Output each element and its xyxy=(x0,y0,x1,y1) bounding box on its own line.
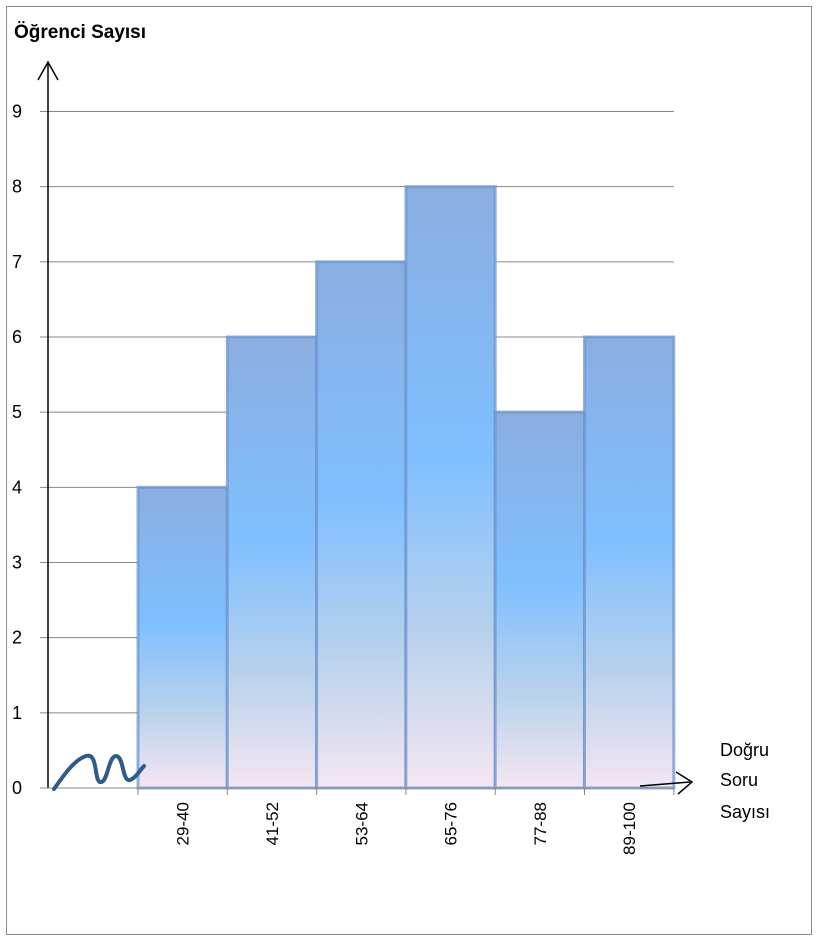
y-tick-label: 8 xyxy=(12,177,22,197)
y-axis-title: Öğrenci Sayısı xyxy=(14,22,146,43)
x-tick-labels: 29-40 41-52 53-64 65-76 77-88 89-100 xyxy=(137,788,675,855)
bar-29-40 xyxy=(136,485,229,790)
x-axis-title-line-2: Soru xyxy=(720,770,758,790)
x-tick-label: 89-100 xyxy=(620,802,639,855)
y-tick-label: 1 xyxy=(12,703,22,723)
bar-53-64 xyxy=(315,260,408,790)
y-tick-label: 0 xyxy=(12,778,22,798)
y-tick-label: 7 xyxy=(12,252,22,272)
x-axis-arrow-shaft xyxy=(639,781,691,787)
y-tick-label: 5 xyxy=(12,402,22,422)
y-tick-label: 2 xyxy=(12,628,22,648)
x-tick-label: 65-76 xyxy=(442,802,461,845)
bar-41-52 xyxy=(225,335,319,790)
x-tick-label: 53-64 xyxy=(352,802,371,845)
x-axis-arrowhead xyxy=(675,771,694,795)
y-tick-label: 9 xyxy=(12,102,22,122)
axis-break-mark xyxy=(52,753,146,791)
x-axis-title-line-1: Doğru xyxy=(720,740,769,760)
y-tick-label: 4 xyxy=(12,477,22,497)
bar-89-100 xyxy=(583,335,676,790)
axes xyxy=(37,60,694,795)
chart-frame xyxy=(6,6,812,935)
x-tick-label: 77-88 xyxy=(531,802,550,845)
y-axis-arrowhead xyxy=(37,60,59,81)
y-tick-label: 3 xyxy=(12,553,22,573)
bar-65-76 xyxy=(404,185,497,790)
x-tick-label: 29-40 xyxy=(174,802,193,845)
y-tick-labels: 0 1 2 3 4 5 6 7 8 9 xyxy=(12,102,22,799)
bar-77-88 xyxy=(493,410,587,790)
y-tick-label: 6 xyxy=(12,327,22,347)
x-tick-label: 41-52 xyxy=(263,802,282,845)
bars xyxy=(136,185,676,790)
x-axis-title-line-3: Sayısı xyxy=(720,802,770,822)
